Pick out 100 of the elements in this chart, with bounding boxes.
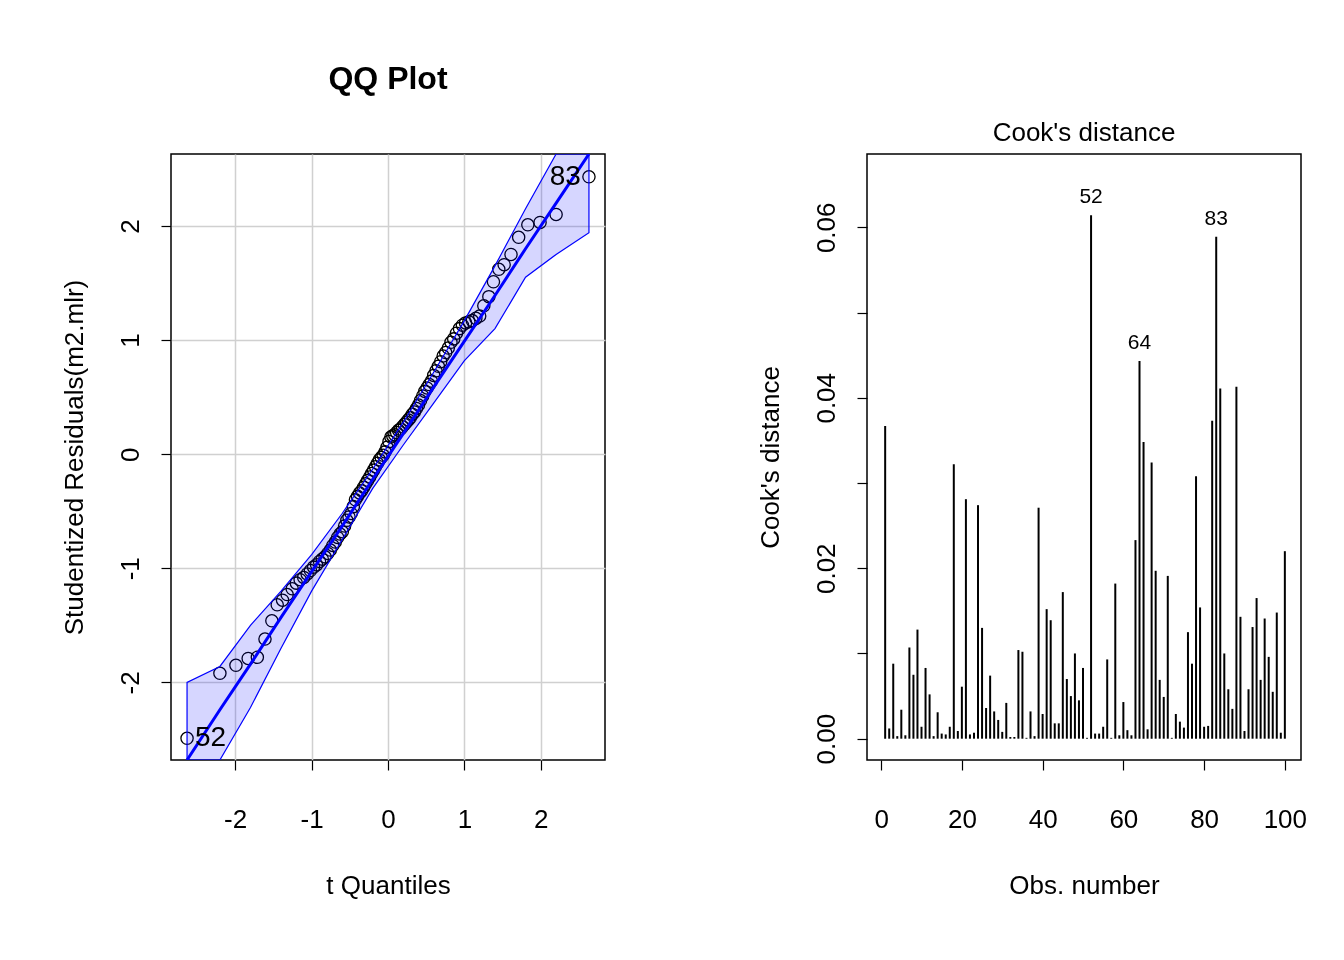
bar	[952, 464, 955, 739]
bar	[928, 694, 931, 739]
bar	[956, 731, 959, 739]
bar	[1231, 708, 1234, 739]
annotation: 83	[1204, 205, 1228, 229]
bar	[1045, 609, 1048, 739]
annotation: 52	[1079, 184, 1103, 208]
chart-title: Cook's distance	[992, 117, 1176, 147]
bar	[888, 728, 891, 739]
bar	[1154, 570, 1157, 739]
bar	[1033, 736, 1036, 739]
bar	[1215, 236, 1218, 739]
bar	[1134, 540, 1137, 739]
x-tick-label: -2	[224, 803, 248, 834]
bar	[1094, 733, 1097, 739]
bar	[1029, 711, 1032, 739]
x-tick-label: -1	[300, 803, 324, 834]
bar	[1227, 689, 1230, 739]
x-tick-label: 1	[457, 803, 473, 834]
bar	[960, 686, 963, 739]
x-tick-label: 2	[534, 803, 549, 834]
bar	[1126, 730, 1129, 739]
bar	[1037, 507, 1040, 739]
bar	[1283, 551, 1286, 739]
bar	[1263, 618, 1266, 739]
bar	[1235, 386, 1238, 739]
bar	[1182, 727, 1185, 739]
chart-title: QQ Plot	[328, 60, 448, 96]
y-tick-label: 1	[114, 333, 145, 348]
bar	[924, 667, 927, 739]
x-tick-label: 0	[874, 803, 889, 834]
y-tick-label: 2	[114, 219, 145, 234]
bar	[997, 719, 1000, 739]
bar	[1178, 721, 1181, 739]
bar	[1098, 733, 1101, 739]
bar	[920, 726, 923, 739]
bar	[1102, 726, 1105, 739]
bar	[1138, 361, 1141, 739]
bar	[1146, 729, 1149, 739]
bar	[1211, 420, 1214, 739]
bar	[1207, 725, 1210, 739]
bar	[1203, 726, 1206, 739]
bar	[1195, 476, 1198, 739]
bar	[1118, 735, 1121, 739]
bar	[989, 675, 992, 739]
bar	[1106, 659, 1109, 739]
y-tick-label: 0.06	[810, 202, 841, 254]
bar	[1065, 679, 1068, 739]
y-tick-label: 0.02	[810, 543, 841, 595]
bar	[972, 732, 975, 739]
bar	[977, 505, 980, 739]
y-axis-title: Cook's distance	[754, 366, 785, 549]
bar	[912, 674, 915, 739]
bar	[1219, 388, 1222, 739]
bar	[1275, 612, 1278, 739]
bar	[1130, 735, 1133, 739]
y-tick-label: 0.04	[810, 372, 841, 424]
bar	[1005, 702, 1008, 739]
bar	[936, 712, 939, 739]
bar	[1049, 620, 1052, 739]
bar	[896, 736, 899, 739]
annotation: 64	[1127, 330, 1152, 354]
bar	[1057, 723, 1060, 739]
bar	[1259, 679, 1262, 739]
bar	[1158, 679, 1161, 739]
bar	[1041, 713, 1044, 739]
bar	[1053, 723, 1056, 739]
y-tick-label: -2	[114, 671, 145, 695]
bar	[1247, 689, 1250, 739]
y-tick-label: -1	[114, 557, 145, 581]
bar	[1114, 583, 1117, 739]
bar	[1191, 663, 1193, 739]
bar	[985, 708, 988, 739]
bar	[1166, 575, 1169, 739]
bar	[1255, 598, 1258, 739]
x-axis-title: t Quantiles	[326, 869, 451, 900]
y-tick-label: 0	[114, 447, 145, 462]
bar	[1061, 592, 1064, 739]
y-axis-title: Studentized Residuals(m2.mlr)	[58, 279, 89, 636]
bar	[981, 627, 984, 739]
bar	[964, 499, 967, 739]
bar	[904, 735, 907, 739]
bar	[1090, 215, 1093, 739]
x-tick-label: 100	[1263, 803, 1308, 834]
bar	[1150, 462, 1153, 739]
bar	[944, 734, 947, 739]
bar	[1267, 656, 1270, 739]
bar	[1001, 731, 1004, 739]
bar	[1077, 700, 1080, 739]
bar	[993, 711, 996, 739]
bar	[1186, 632, 1189, 739]
x-tick-label: 20	[947, 803, 977, 834]
bar	[1073, 653, 1076, 739]
bar	[1243, 731, 1246, 739]
bar	[968, 734, 971, 739]
bar	[1122, 702, 1125, 739]
bar	[908, 647, 911, 739]
y-tick-label: 0.00	[810, 713, 841, 765]
bar	[1021, 651, 1024, 739]
bar	[1251, 627, 1254, 739]
